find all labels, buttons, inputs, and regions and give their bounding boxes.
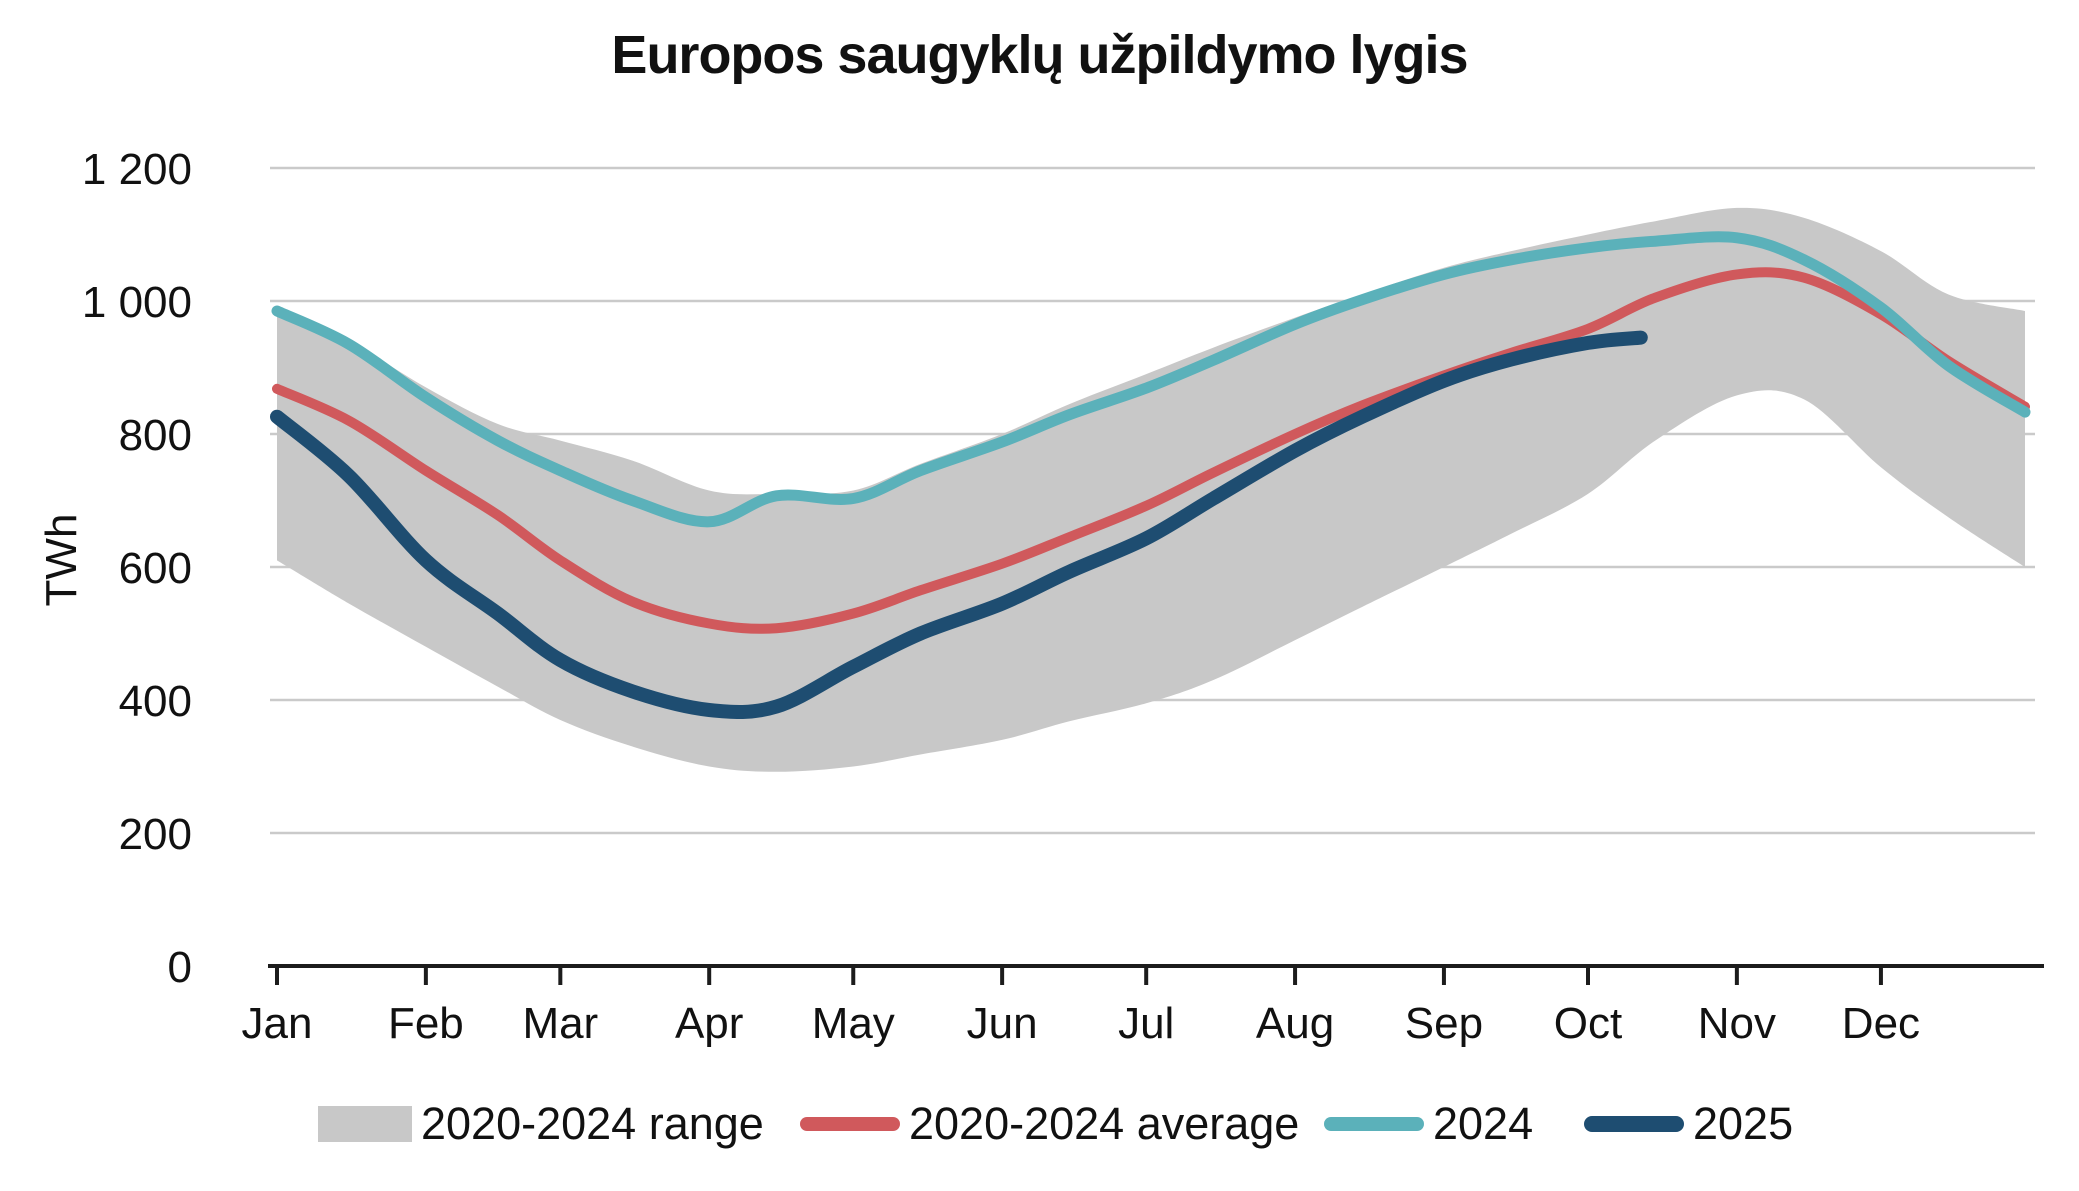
legend-label-2024: 2024 bbox=[1433, 1098, 1534, 1149]
y-tick-label-1000: 1 000 bbox=[82, 278, 192, 327]
x-tick-label-Mar: Mar bbox=[522, 999, 598, 1048]
legend: 2020-2024 range 2020-2024 average 2024 2… bbox=[0, 1096, 2079, 1152]
x-tick-label-Dec: Dec bbox=[1842, 999, 1920, 1048]
line-2024-swatch bbox=[1324, 1117, 1424, 1131]
x-tick-label-Feb: Feb bbox=[388, 999, 464, 1048]
y-tick-label-800: 800 bbox=[119, 411, 192, 460]
x-tick-label-Jun: Jun bbox=[967, 999, 1038, 1048]
legend-label-average: 2020-2024 average bbox=[909, 1098, 1300, 1149]
x-tick-label-Jul: Jul bbox=[1118, 999, 1174, 1048]
series-line-2020-2024-average bbox=[272, 267, 2030, 634]
range-band-area bbox=[277, 207, 2025, 772]
legend-label-2025: 2025 bbox=[1693, 1098, 1794, 1149]
y-tick-label-200: 200 bbox=[119, 810, 192, 859]
x-tick-label-Jan: Jan bbox=[242, 999, 313, 1048]
y-tick-label-600: 600 bbox=[119, 544, 192, 593]
legend-item-range: 2020-2024 range bbox=[318, 1096, 764, 1152]
x-tick-label-Aug: Aug bbox=[1256, 999, 1334, 1048]
legend-item-average: 2020-2024 average bbox=[800, 1096, 1299, 1152]
x-tick-label-Apr: Apr bbox=[675, 999, 743, 1048]
average-line-swatch bbox=[800, 1117, 900, 1131]
range-band-swatch bbox=[318, 1106, 412, 1142]
legend-label-range: 2020-2024 range bbox=[421, 1098, 764, 1149]
line-2025-swatch bbox=[1584, 1116, 1684, 1132]
series-line-2025 bbox=[270, 330, 1648, 720]
x-tick-label-Oct: Oct bbox=[1554, 999, 1622, 1048]
series-line-2024 bbox=[271, 231, 2031, 528]
chart-title: Europos saugyklų užpildymo lygis bbox=[611, 25, 1468, 85]
x-tick-label-Sep: Sep bbox=[1405, 999, 1483, 1048]
y-tick-label-1200: 1 200 bbox=[82, 145, 192, 194]
x-tick-label-Nov: Nov bbox=[1698, 999, 1776, 1048]
x-tick-label-May: May bbox=[812, 999, 895, 1048]
y-tick-label-400: 400 bbox=[119, 677, 192, 726]
legend-item-2024: 2024 bbox=[1324, 1096, 1533, 1152]
legend-item-2025: 2025 bbox=[1584, 1096, 1793, 1152]
y-tick-label-0: 0 bbox=[168, 943, 192, 992]
